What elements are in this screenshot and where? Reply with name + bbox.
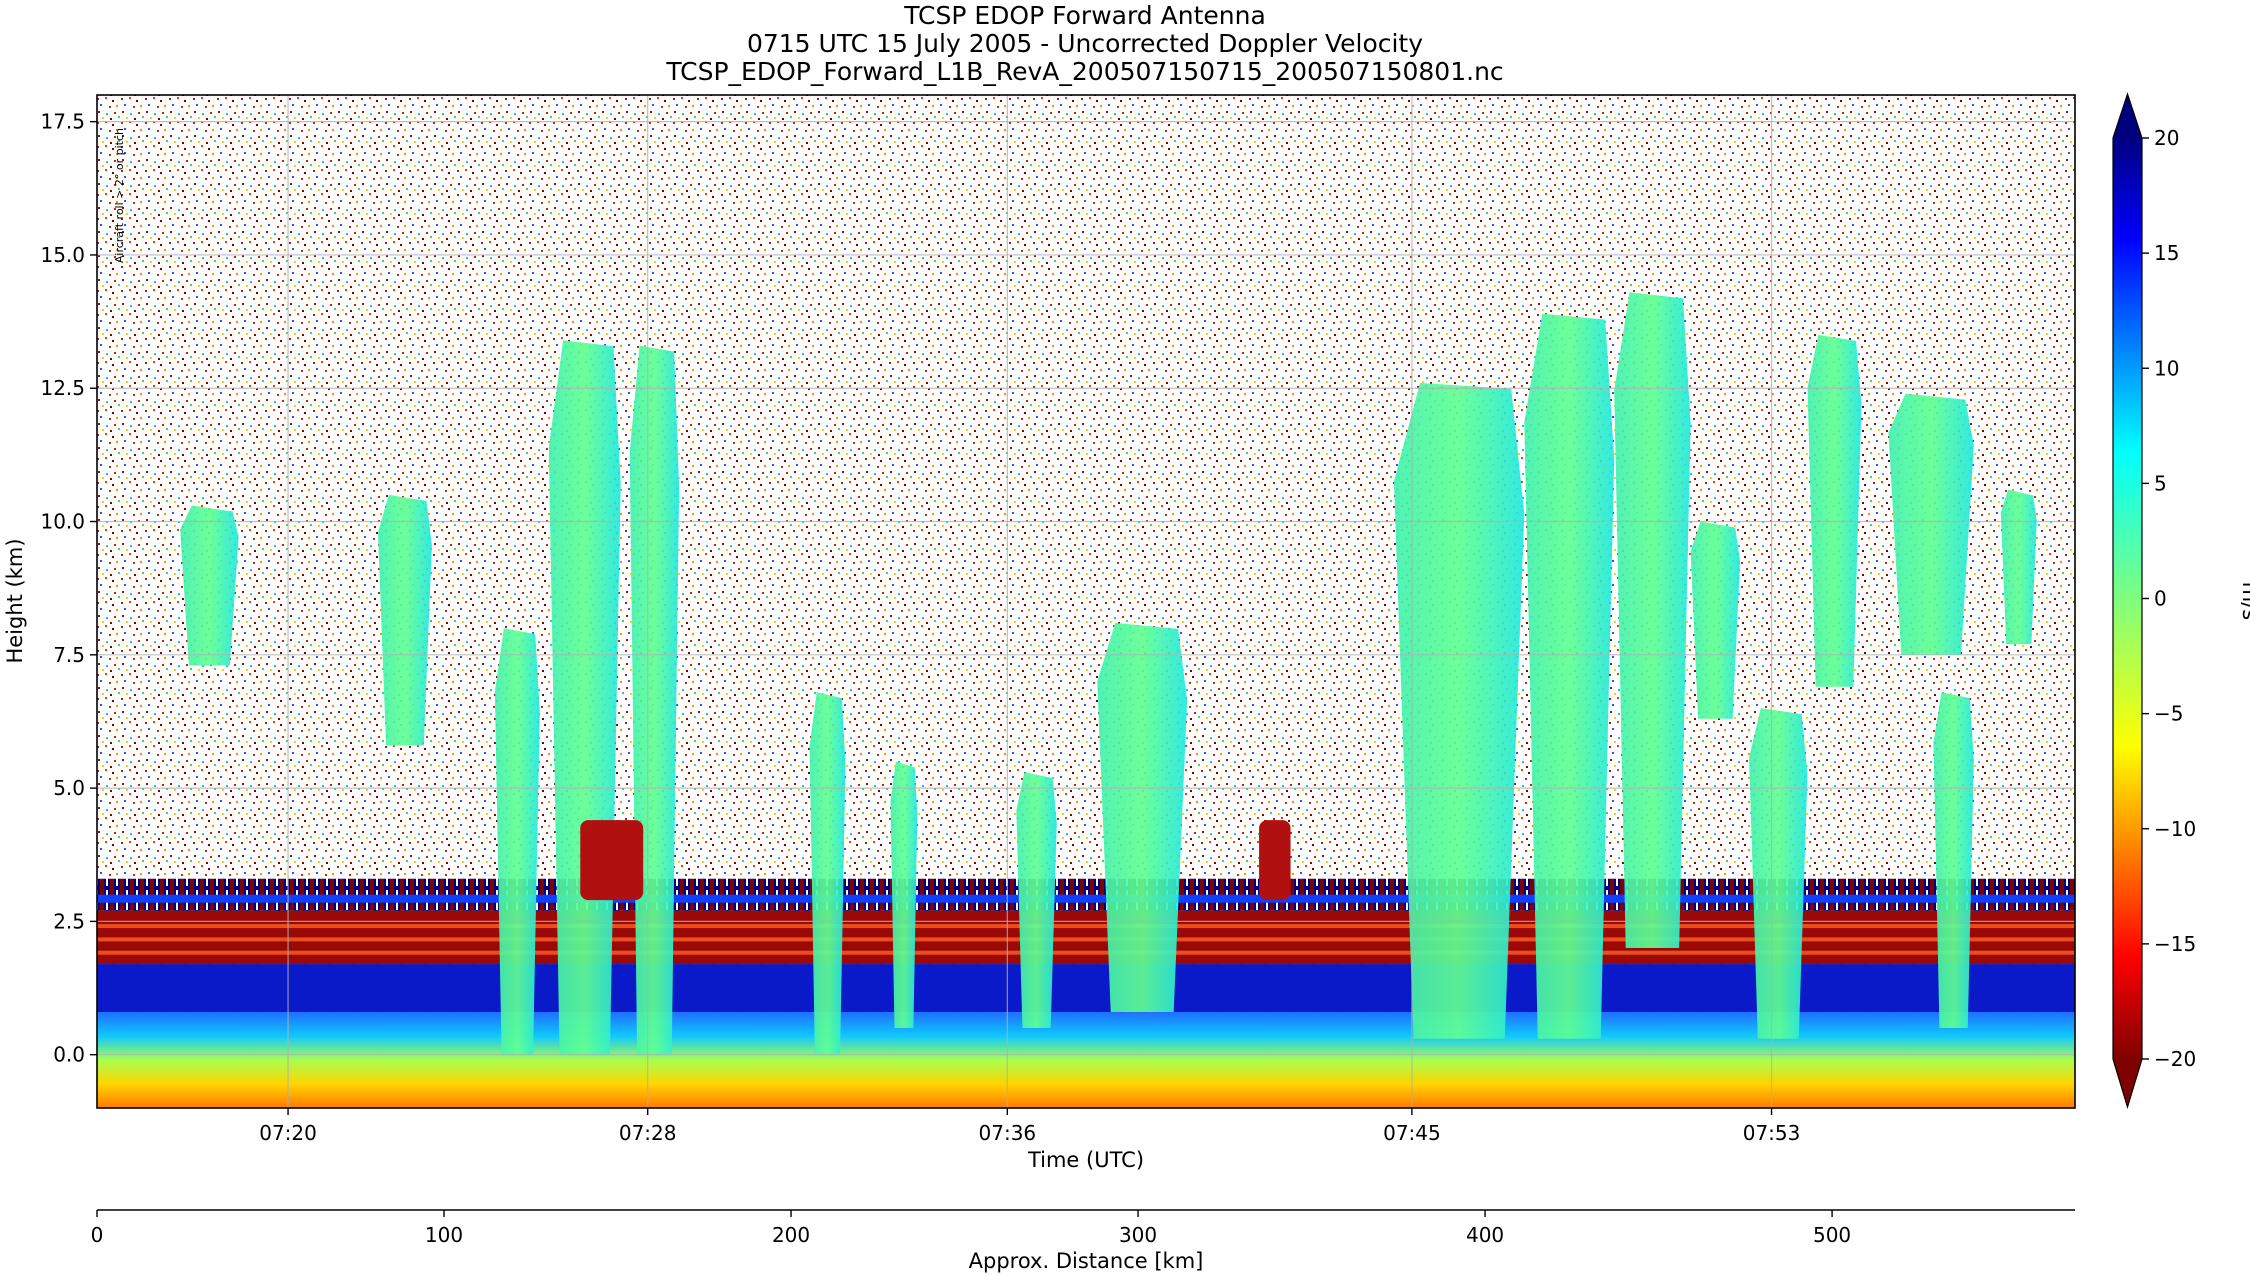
- echo-column: [629, 345, 680, 1055]
- y-tick-label: 12.5: [40, 376, 85, 400]
- band-stripe: [97, 937, 2075, 942]
- echo-column: [1807, 334, 1862, 687]
- echo-column: [180, 505, 239, 666]
- x-axis-label: Time (UTC): [1027, 1148, 1144, 1172]
- y-tick-label: 0.0: [53, 1043, 85, 1067]
- echo-column: [1614, 292, 1691, 949]
- y-axis-label: Height (km): [3, 538, 27, 663]
- chart-title-line-1: TCSP EDOP Forward Antenna: [904, 1, 1266, 30]
- chart-title-line-2: 0715 UTC 15 July 2005 - Uncorrected Dopp…: [746, 29, 1424, 58]
- height-axis: 0.0 2.5 5.0 7.5 10.0 12.5 15.0 17.5: [40, 110, 97, 1067]
- distance-tick-label: 500: [1813, 1223, 1851, 1247]
- echo-columns: [180, 292, 2037, 1055]
- echo-column: [1749, 708, 1808, 1039]
- echo-column: [1690, 521, 1741, 719]
- colorbar-tick-label: −10: [2154, 817, 2196, 841]
- distance-tick-label: 400: [1466, 1223, 1504, 1247]
- time-axis: 07:20 07:28 07:36 07:45 07:53: [259, 1108, 1800, 1145]
- distance-tick-label: 200: [772, 1223, 810, 1247]
- colorbar-tick-label: −20: [2154, 1047, 2196, 1071]
- echo-column: [548, 340, 621, 1055]
- y-tick-label: 7.5: [53, 643, 85, 667]
- band-stripe: [97, 924, 2075, 929]
- colorbar-tick-label: −5: [2154, 702, 2183, 726]
- echo-column: [494, 628, 540, 1055]
- echo-column: [1393, 382, 1525, 1039]
- x-tick-label: 07:36: [979, 1121, 1037, 1145]
- y-tick-label: 17.5: [40, 110, 85, 134]
- colorbar-extend-top: [2113, 94, 2142, 138]
- colorbar-extend-bottom: [2113, 1059, 2142, 1107]
- y-tick-label: 15.0: [40, 243, 85, 267]
- distance-axis-label: Approx. Distance [km]: [969, 1249, 1204, 1273]
- colorbar-tick-label: −15: [2154, 932, 2196, 956]
- y-tick-label: 2.5: [53, 909, 85, 933]
- x-tick-label: 07:53: [1743, 1121, 1801, 1145]
- colorbar: 20 15 10 5 0 −5 −10 −15 −20: [2112, 92, 2196, 1110]
- colorbar-tick-label: 20: [2154, 126, 2179, 150]
- surface-echo-band: [97, 1012, 2075, 1108]
- distance-tick-label: 0: [91, 1223, 104, 1247]
- distance-tick-label: 100: [425, 1223, 463, 1247]
- echo-column: [809, 692, 846, 1055]
- echo-column: [377, 494, 432, 746]
- x-tick-label: 07:45: [1383, 1121, 1441, 1145]
- colorbar-tick-label: 10: [2154, 356, 2179, 380]
- lower-blue-band: [97, 964, 2075, 1013]
- y-tick-label: 10.0: [40, 510, 85, 534]
- echo-column: [2000, 489, 2037, 645]
- echo-column: [1097, 622, 1188, 1013]
- plot-frame: [96, 94, 2076, 1109]
- colorbar-ticks: 20 15 10 5 0 −5 −10 −15 −20: [2142, 126, 2196, 1071]
- red-anomaly: [1259, 820, 1291, 901]
- echo-column: [1933, 692, 1974, 1029]
- x-tick-label: 07:28: [619, 1121, 677, 1145]
- colorbar-tick-label: 5: [2154, 471, 2167, 495]
- sidelobe-bands: [97, 878, 2075, 1108]
- distance-axis: 0 100 200 300 400 500: [91, 1209, 2075, 1247]
- aircraft-roll-annotation: Aircraft roll > 2° or pitch: [113, 128, 126, 263]
- plot-area: [97, 95, 2075, 1108]
- x-tick-label: 07:20: [259, 1121, 317, 1145]
- blue-line-band: [97, 894, 2075, 903]
- red-anomaly: [580, 820, 644, 901]
- colorbar-label: m/s: [2238, 582, 2250, 620]
- echo-column: [1524, 313, 1615, 1039]
- echo-column: [1888, 393, 1974, 655]
- grid-lines: [97, 95, 2075, 1108]
- band-stripe: [97, 950, 2075, 955]
- colorbar-tick-label: 15: [2154, 241, 2179, 265]
- colorbar-gradient: [2113, 138, 2142, 1059]
- echo-column: [1016, 772, 1057, 1029]
- y-tick-label: 5.0: [53, 776, 85, 800]
- chart-title-line-3: TCSP_EDOP_Forward_L1B_RevA_200507150715_…: [666, 57, 1504, 86]
- echo-column: [890, 761, 918, 1029]
- colorbar-tick-label: 0: [2154, 587, 2167, 611]
- distance-tick-label: 300: [1119, 1223, 1157, 1247]
